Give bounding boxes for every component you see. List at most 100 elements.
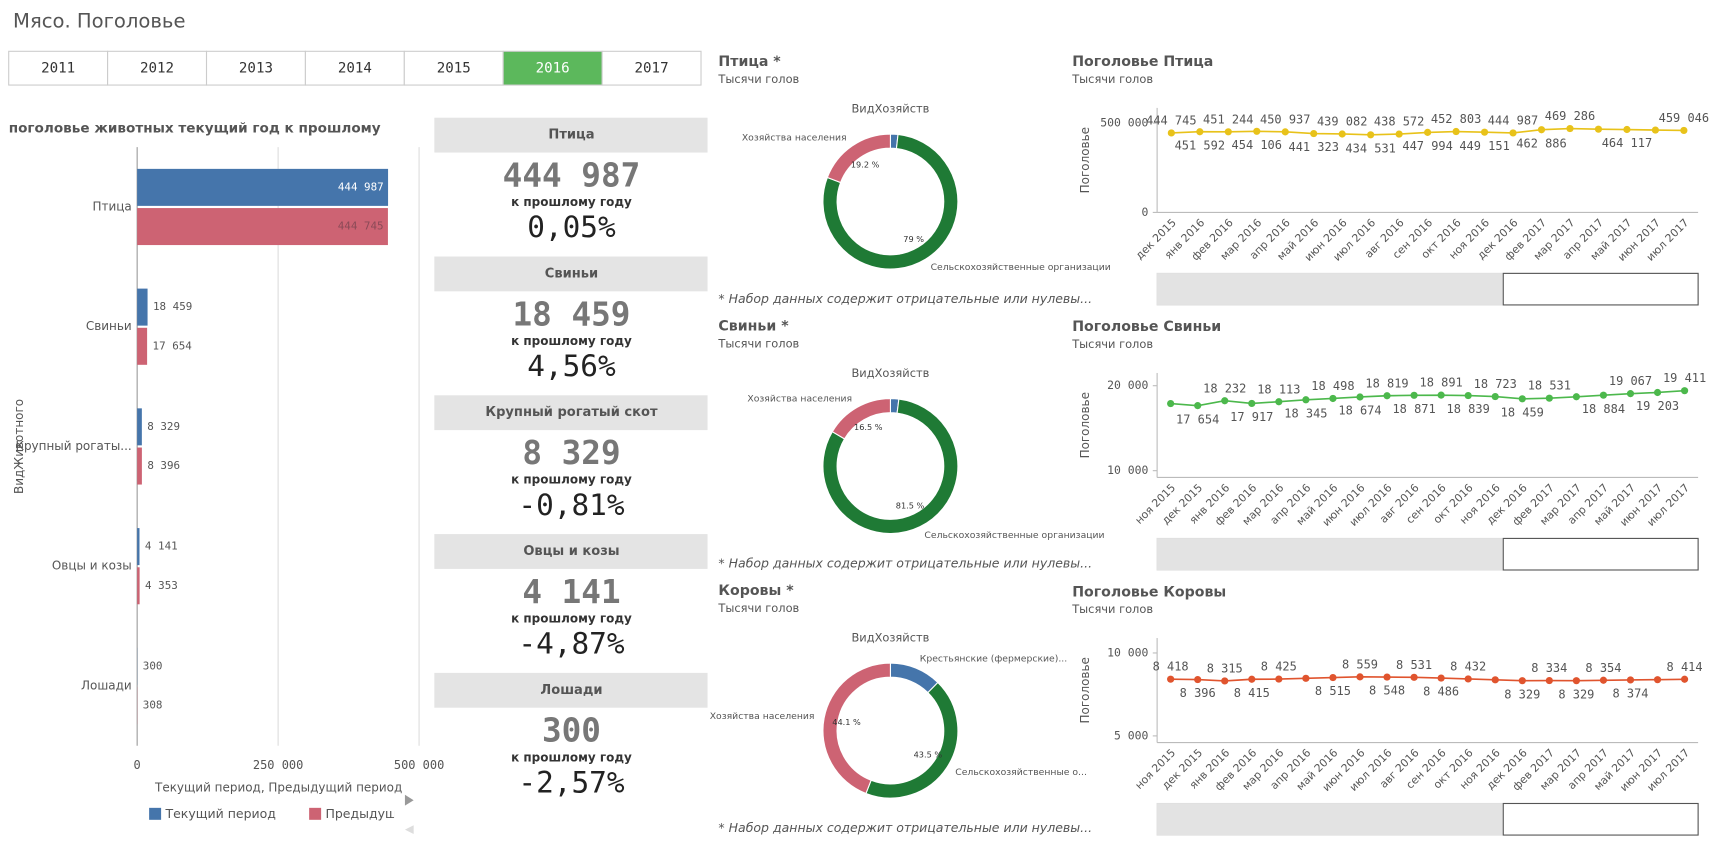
point-value-label: 441 323 [1288, 140, 1338, 154]
point-value-label: 452 803 [1431, 112, 1481, 126]
point-value-label: 18 232 [1203, 381, 1246, 395]
donut-slice [865, 681, 959, 799]
data-point [1545, 394, 1553, 402]
data-point [1509, 129, 1517, 137]
slice-label: Хозяйства населения [710, 711, 815, 722]
y-tick-label: 10 000 [1107, 645, 1148, 659]
kpi-value: 18 459 [513, 295, 631, 333]
slice-label: Хозяйства населения [747, 393, 852, 404]
data-point [1167, 129, 1175, 137]
year-tab-label[interactable]: 2013 [239, 61, 273, 77]
chart-title: Поголовье Птица [1072, 54, 1213, 70]
year-tab[interactable] [107, 50, 208, 86]
bar [137, 408, 142, 446]
legend-swatch [149, 807, 162, 820]
data-point [1480, 128, 1489, 136]
year-tab[interactable] [403, 50, 504, 86]
kpi-name: Свиньи [545, 266, 598, 281]
y-tick-label: 10 000 [1107, 463, 1148, 477]
slice-label: Хозяйства населения [742, 132, 847, 143]
navigator-window[interactable] [1502, 537, 1699, 571]
kpi-change: 4,56% [527, 349, 616, 383]
kpi-header [434, 672, 708, 708]
year-tab[interactable] [601, 50, 702, 86]
data-point [1680, 126, 1688, 135]
point-value-label: 18 884 [1582, 402, 1625, 416]
year-tab-label[interactable]: 2011 [41, 61, 75, 77]
year-tab[interactable] [205, 50, 306, 86]
bar-value-label: 18 459 [153, 300, 192, 313]
bar-value-label: 300 [143, 659, 163, 672]
slice-label: Сельскохозяйственные о... [955, 767, 1087, 778]
chart-title: поголовье животных текущий год к прошлом… [9, 121, 381, 137]
slice-label: Крестьянские (фермерские)... [920, 654, 1067, 665]
navigator-window[interactable] [1502, 802, 1699, 836]
year-tab-label[interactable]: 2015 [437, 61, 471, 77]
navigator-shade [1157, 538, 1504, 570]
data-point [1194, 675, 1202, 684]
data-point [1383, 673, 1391, 681]
data-point [1383, 392, 1391, 400]
data-point [1437, 391, 1445, 399]
bar-value-label: 444 987 [338, 180, 384, 193]
point-value-label: 18 459 [1501, 405, 1544, 419]
point-value-label: 8 415 [1234, 686, 1270, 700]
data-point [1626, 390, 1635, 398]
kpi-change: -2,57% [518, 765, 624, 799]
x-tick-label: 250 000 [253, 758, 303, 772]
year-tab-label[interactable]: 2016 [536, 61, 570, 77]
data-point [1491, 392, 1499, 401]
navigator-shade [1157, 803, 1504, 836]
donut-slice [822, 398, 959, 535]
donut-slice [822, 133, 959, 270]
kpi-name: Овцы и козы [523, 544, 619, 559]
navigator-window[interactable] [1502, 272, 1699, 306]
year-tab[interactable] [8, 50, 109, 86]
donut-slice [826, 133, 891, 184]
kpi-header [434, 395, 708, 431]
data-point [1464, 391, 1472, 400]
scroll-arrow[interactable] [404, 794, 414, 806]
data-point [1599, 676, 1608, 684]
legend-label: Предыдущий период [325, 806, 465, 821]
data-point [1491, 676, 1499, 684]
year-tab[interactable] [502, 50, 603, 86]
year-tab-label[interactable]: 2014 [338, 61, 372, 77]
bar [137, 288, 148, 326]
point-value-label: 438 572 [1374, 115, 1424, 129]
data-point [1221, 397, 1229, 405]
year-tab-label[interactable]: 2012 [140, 61, 174, 77]
slice-label: Сельскохозяйственные организации [924, 530, 1104, 541]
kpi-change: -0,81% [518, 488, 624, 522]
point-value-label: 8 354 [1585, 661, 1621, 675]
slice-value-label: 79 % [903, 234, 924, 244]
data-point [1253, 127, 1261, 135]
chart-subtitle: Тысячи голов [1071, 602, 1153, 616]
bar [137, 447, 142, 485]
chart-subtitle: Тысячи голов [717, 72, 799, 86]
point-value-label: 447 994 [1402, 139, 1452, 153]
bar [137, 168, 389, 206]
kpi-name: Лошади [540, 683, 602, 698]
data-point [1281, 128, 1289, 136]
data-point [1653, 388, 1662, 397]
point-value-label: 8 548 [1369, 684, 1405, 698]
scroll-arrow[interactable] [404, 825, 414, 834]
data-point [1329, 394, 1337, 403]
kpi-value: 4 141 [522, 573, 620, 611]
kpi-caption: к прошлому году [511, 195, 632, 209]
y-tick-label: Свиньи [86, 319, 132, 333]
year-tab-label[interactable]: 2017 [635, 61, 669, 77]
data-point [1518, 395, 1526, 403]
bar-value-label: 444 745 [338, 220, 384, 233]
point-value-label: 18 871 [1392, 402, 1435, 416]
data-point [1572, 393, 1580, 401]
point-value-label: 19 203 [1636, 399, 1679, 413]
data-point [1167, 675, 1175, 683]
data-point [1545, 677, 1553, 685]
y-tick-label: Птица [92, 199, 131, 213]
bar-value-label: 308 [143, 699, 163, 712]
point-value-label: 18 891 [1420, 376, 1463, 390]
point-value-label: 8 414 [1667, 660, 1703, 674]
